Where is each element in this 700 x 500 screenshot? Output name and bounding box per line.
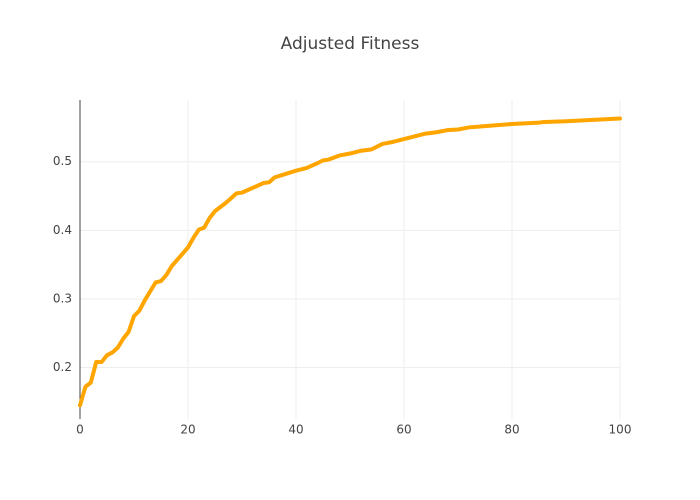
x-tick-label: 0 (76, 423, 84, 437)
tick-layer: 0.2 0.3 0.4 0.5 0 20 40 60 80 100 (53, 154, 632, 436)
series-line (78, 116, 622, 408)
y-tick-label: 0.5 (53, 154, 72, 168)
x-tick-label: 100 (609, 423, 632, 437)
line-layer (78, 116, 622, 408)
chart-title: Adjusted Fitness (281, 34, 420, 54)
grid-layer (80, 100, 621, 419)
y-tick-label: 0.2 (53, 360, 72, 374)
x-tick-label: 20 (180, 423, 195, 437)
x-tick-label: 60 (396, 423, 411, 437)
x-tick-label: 40 (288, 423, 303, 437)
y-tick-label: 0.4 (53, 223, 72, 237)
y-tick-label: 0.3 (53, 291, 72, 305)
x-tick-label: 80 (504, 423, 519, 437)
